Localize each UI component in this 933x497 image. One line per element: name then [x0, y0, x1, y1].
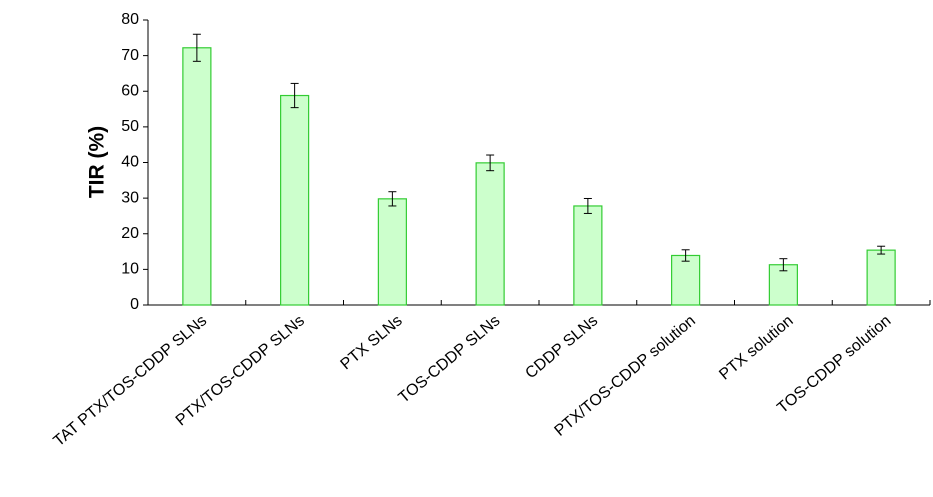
y-tick-label: 40: [121, 154, 139, 171]
bar: [377, 198, 407, 306]
y-tick-label: 80: [121, 11, 139, 28]
error-bar: [388, 191, 397, 207]
y-tick-label: 20: [121, 225, 139, 242]
y-tick-label: 10: [121, 261, 139, 278]
error-bar: [192, 33, 201, 62]
error-bar: [779, 258, 788, 272]
bar: [671, 254, 701, 306]
x-tick-label: TOS-CDDP SLNs: [396, 312, 504, 406]
error-bar: [290, 82, 299, 109]
bar: [280, 94, 310, 306]
y-tick-label: 50: [121, 118, 139, 135]
bar: [475, 162, 505, 306]
x-tick-label: TAT PTX/TOS-CDDP SLNs: [51, 312, 211, 450]
bar: [182, 47, 212, 306]
x-tick-label: PTX SLNs: [338, 312, 406, 373]
error-bar: [877, 245, 886, 255]
y-tick-label: 0: [130, 296, 139, 313]
error-bar: [486, 154, 495, 172]
y-tick-label: 30: [121, 189, 139, 206]
bar: [573, 205, 603, 306]
bar: [866, 249, 896, 306]
x-tick-label: PTX solution: [716, 312, 796, 383]
error-bar: [681, 249, 690, 262]
y-tick-label: 70: [121, 47, 139, 64]
y-tick-label: 60: [121, 82, 139, 99]
x-tick-label: CDDP SLNs: [522, 312, 601, 382]
error-bar: [583, 197, 592, 214]
y-axis-label: TIR (%): [86, 126, 109, 198]
